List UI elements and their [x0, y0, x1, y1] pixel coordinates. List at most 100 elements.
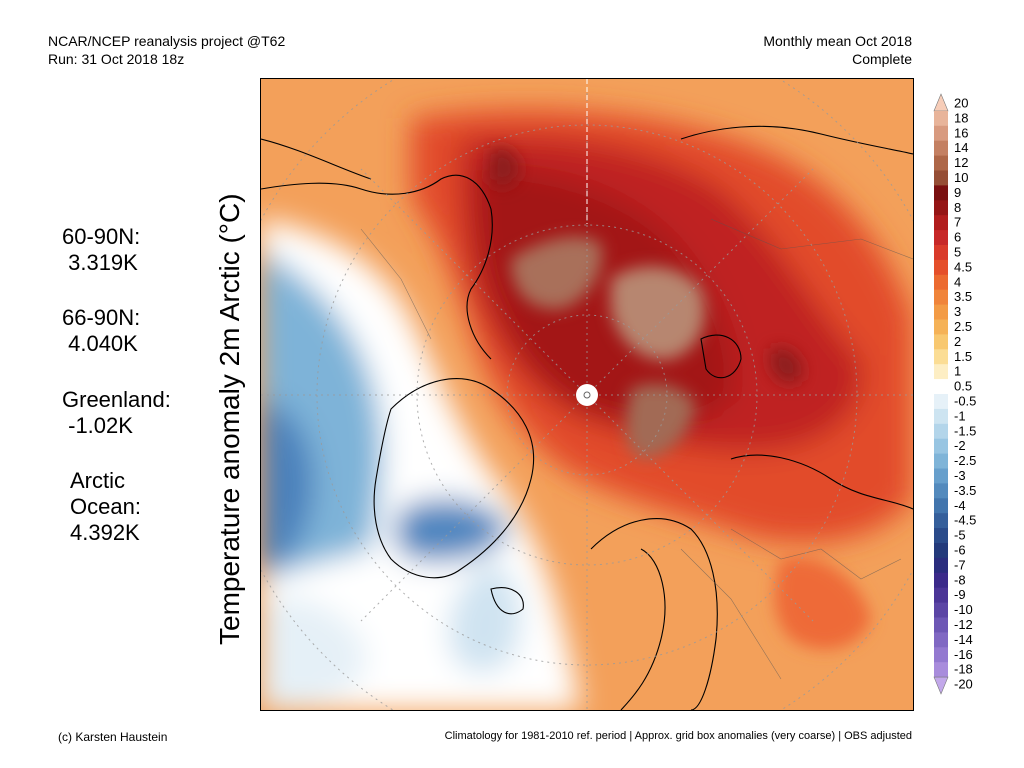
colorbar-label: 4.5	[954, 259, 972, 274]
anomaly-map	[260, 78, 914, 711]
stat-greenland: Greenland: -1.02K	[62, 387, 171, 439]
colorbar-cell	[934, 662, 948, 678]
colorbar-label: -0.5	[954, 393, 976, 408]
period-title: Monthly mean Oct 2018	[763, 33, 912, 49]
colorbar-label: 14	[954, 140, 968, 155]
colorbar-label: 16	[954, 125, 968, 140]
header-left: NCAR/NCEP reanalysis project @T62 Run: 3…	[48, 32, 285, 68]
colorbar-cell	[934, 274, 948, 291]
colorbar-label: -12	[954, 617, 973, 632]
colorbar-cell	[934, 572, 948, 589]
colorbar-cell	[934, 498, 948, 514]
colorbar-label: -1.5	[954, 423, 976, 438]
stat-60-90n: 60-90N: 3.319K	[62, 224, 140, 276]
colorbar-label: 1	[954, 364, 961, 379]
colorbar-label: 9	[954, 185, 961, 200]
north-pole-marker	[576, 384, 598, 406]
colorbar-label: -3	[954, 468, 966, 483]
colorbar-label: -10	[954, 602, 973, 617]
run-time: Run: 31 Oct 2018 18z	[48, 51, 185, 67]
colorbar-label: 2.5	[954, 319, 972, 334]
colorbar-cell	[934, 349, 948, 365]
colorbar-label: 10	[954, 170, 968, 185]
stat-value: 4.392K	[70, 520, 140, 545]
colorbar-label: -2	[954, 438, 966, 453]
stat-value: -1.02K	[62, 413, 133, 438]
colorbar-label: 0.5	[954, 379, 972, 394]
colorbar-label: -1	[954, 408, 966, 423]
colorbar-cells	[933, 93, 949, 695]
colorbar-label: 7	[954, 215, 961, 230]
status-text: Complete	[852, 51, 912, 67]
colorbar-cell	[934, 513, 948, 529]
colorbar-cell	[934, 230, 948, 246]
graticule	[261, 79, 913, 710]
stat-label: 60-90N:	[62, 224, 141, 249]
project-title: NCAR/NCEP reanalysis project @T62	[48, 33, 286, 49]
colorbar-cell	[934, 617, 948, 633]
colorbar-cell	[934, 483, 948, 499]
colorbar-cell	[934, 602, 948, 618]
colorbar-label: 3	[954, 304, 961, 319]
map-canvas	[261, 79, 913, 710]
colorbar-cell	[934, 304, 948, 320]
colorbar-label: 3.5	[954, 289, 972, 304]
colorbar: 201816141210987654.543.532.521.510.5-0.5…	[933, 93, 976, 695]
stat-label: Arctic	[70, 468, 125, 493]
colorbar-cell	[934, 557, 948, 574]
colorbar-cell	[934, 200, 948, 216]
colorbar-cell	[934, 453, 948, 469]
colorbar-label: 12	[954, 155, 968, 170]
map-title: Temperature anomaly 2m Arctic (°C)	[214, 193, 245, 645]
colorbar-cell	[934, 334, 948, 350]
colorbar-label: -2.5	[954, 453, 976, 468]
stat-value: 3.319K	[62, 250, 138, 275]
colorbar-cell	[934, 259, 948, 276]
colorbar-cell	[934, 468, 948, 484]
colorbar-cell	[934, 215, 948, 231]
colorbar-cell	[934, 408, 948, 425]
stat-label: Greenland:	[62, 387, 171, 412]
colorbar-label: -18	[954, 662, 973, 677]
colorbar-label: -9	[954, 587, 966, 602]
colorbar-cell	[934, 379, 948, 395]
colorbar-label: -20	[954, 677, 973, 692]
stat-label: 66-90N:	[62, 305, 141, 330]
stat-arctic-ocean: Arctic Ocean: 4.392K	[70, 468, 141, 546]
colorbar-cell	[934, 245, 948, 261]
pole-dot-icon	[583, 391, 591, 399]
colorbar-label: -4	[954, 498, 966, 513]
colorbar-cell	[934, 155, 948, 171]
hotspots	[489, 147, 871, 650]
colorbar-cell	[934, 170, 948, 186]
colorbar-label: 20	[954, 95, 968, 110]
colorbar-label: -14	[954, 632, 973, 647]
colorbar-label: -16	[954, 647, 973, 662]
colorbar-cell	[934, 140, 948, 156]
colorbar-cell	[934, 647, 948, 663]
colorbar-cell	[934, 632, 948, 648]
colorbar-arrow-bottom	[933, 676, 949, 695]
colorbar-cell	[934, 125, 948, 142]
colorbar-label: 8	[954, 200, 961, 215]
country-borders	[360, 218, 913, 680]
stat-value: 4.040K	[62, 331, 138, 356]
colorbar-label: 18	[954, 110, 968, 125]
colorbar-cell	[934, 185, 948, 201]
colorbar-label: -6	[954, 542, 966, 557]
colorbar-label: -7	[954, 557, 966, 572]
colorbar-label: -4.5	[954, 513, 976, 528]
colorbar-cell	[934, 319, 948, 335]
colorbar-cell	[934, 289, 948, 305]
header-right: Monthly mean Oct 2018 Complete	[763, 32, 912, 68]
colorbar-label: -5	[954, 528, 966, 543]
colorbar-labels: 201816141210987654.543.532.521.510.5-0.5…	[954, 95, 976, 691]
colorbar-cell	[934, 394, 948, 410]
colorbar-cell	[934, 528, 948, 544]
colorbar-cell	[934, 587, 948, 603]
colorbar-cell	[934, 364, 948, 380]
colorbar-cell	[934, 438, 948, 454]
credit: (c) Karsten Haustein	[58, 730, 168, 744]
colorbar-label: -3.5	[954, 483, 976, 498]
stat-66-90n: 66-90N: 4.040K	[62, 305, 140, 357]
